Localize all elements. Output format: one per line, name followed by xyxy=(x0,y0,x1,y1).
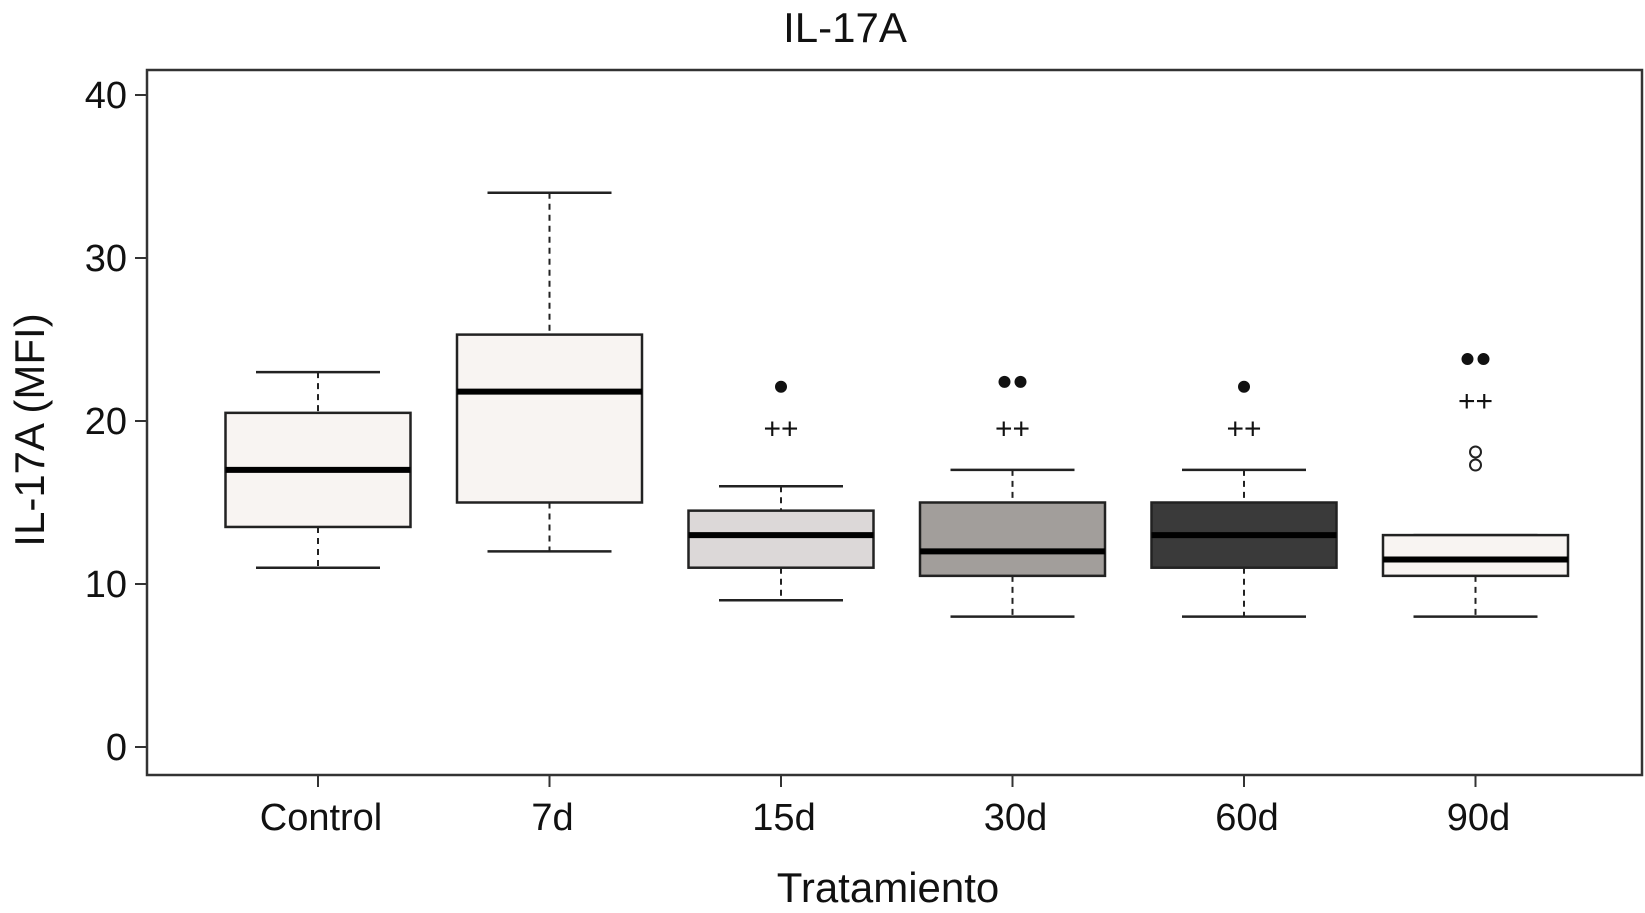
x-axis-title: Tratamiento xyxy=(777,864,1000,911)
box-7d xyxy=(455,191,644,553)
significance-dot xyxy=(1477,353,1490,366)
boxes: ++ ++ ++ ++ xyxy=(224,191,1570,618)
y-axis: 0 10 20 30 40 xyxy=(85,75,147,769)
x-tick-label: 60d xyxy=(1215,797,1278,839)
y-tick-label: 40 xyxy=(85,75,127,117)
significance-dot xyxy=(1238,380,1250,393)
box-15d: ++ xyxy=(687,380,875,602)
box-60d: ++ xyxy=(1150,380,1338,618)
significance-plus: ++ xyxy=(995,413,1030,446)
y-tick-label: 20 xyxy=(85,401,127,443)
box-30d: ++ xyxy=(918,375,1107,618)
significance-plus: ++ xyxy=(763,413,798,446)
x-tick-label: 90d xyxy=(1447,797,1510,839)
x-axis: Control 7d 15d 30d 60d 90d xyxy=(260,775,1510,839)
chart-title: IL-17A xyxy=(783,4,907,51)
y-axis-title: IL-17A (MFI) xyxy=(6,313,53,546)
box-90d: ++ xyxy=(1381,353,1570,618)
y-tick-label: 10 xyxy=(85,564,127,606)
y-tick-label: 0 xyxy=(106,727,127,769)
iqr-box xyxy=(687,509,875,569)
outlier-point xyxy=(1469,445,1482,459)
x-tick-label: Control xyxy=(260,797,383,839)
x-tick-label: 15d xyxy=(752,797,815,839)
significance-plus: ++ xyxy=(1458,385,1493,418)
x-tick-label: 7d xyxy=(531,797,573,839)
outlier-point xyxy=(1469,458,1482,472)
significance-dot xyxy=(1461,353,1474,366)
significance-dot xyxy=(1014,375,1027,388)
y-tick-label: 30 xyxy=(85,238,127,280)
iqr-box xyxy=(918,501,1107,578)
significance-dot xyxy=(775,380,787,393)
significance-dot xyxy=(998,375,1011,388)
x-tick-label: 30d xyxy=(984,797,1047,839)
plot-frame xyxy=(145,68,1644,777)
iqr-box xyxy=(1381,533,1570,578)
iqr-box xyxy=(455,333,644,504)
box-control xyxy=(224,370,412,569)
significance-plus: ++ xyxy=(1226,413,1261,446)
